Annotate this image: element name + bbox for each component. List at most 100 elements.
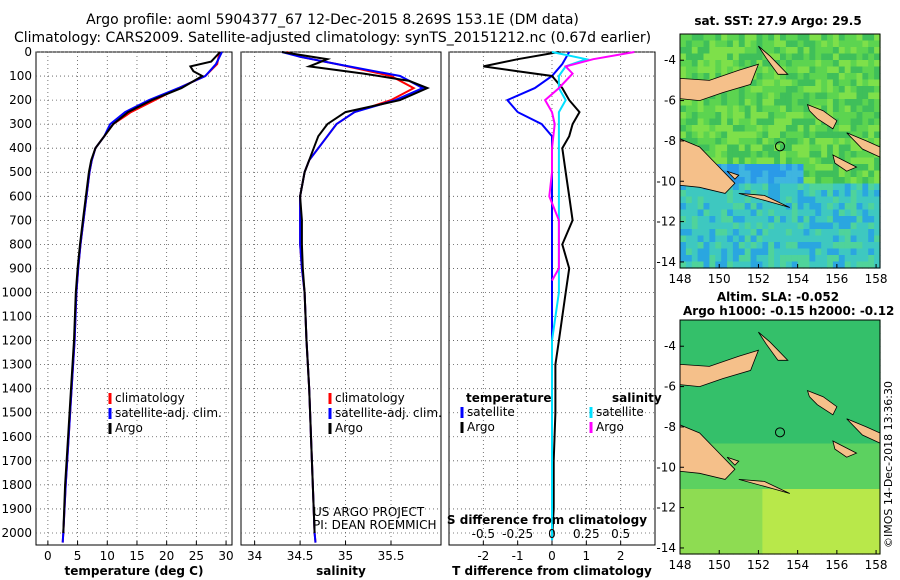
sla-map-cell xyxy=(862,417,869,425)
sst-map-ytick-label: -14 xyxy=(656,255,676,269)
sla-map-cell xyxy=(703,417,710,425)
sst-map-cell xyxy=(774,92,781,100)
sst-map-xtick-label: 150 xyxy=(708,272,731,286)
sla-map-cell xyxy=(850,424,858,432)
sst-map-cell xyxy=(862,157,869,165)
sla-map-cell xyxy=(744,521,752,529)
sla-map-cell xyxy=(785,443,793,451)
sst-map-cell xyxy=(721,92,728,100)
sst-map-cell xyxy=(797,66,805,74)
sst-map-cell xyxy=(850,235,858,243)
sla-map-cell xyxy=(780,443,787,451)
sst-map-cell xyxy=(697,229,705,237)
sst-map-cell xyxy=(874,242,881,250)
sla-map-cell xyxy=(715,378,722,386)
sst-map-cell xyxy=(774,164,781,172)
sst-map-cell xyxy=(791,157,799,165)
sla-map-cell xyxy=(862,502,869,510)
sst-map-cell xyxy=(832,222,840,230)
sst-map-cell xyxy=(768,170,775,178)
sla-map-cell xyxy=(803,463,810,471)
sla-map-cell xyxy=(780,515,787,523)
sla-map-cell xyxy=(727,508,734,516)
sla-map-cell xyxy=(744,417,752,425)
sst-map-cell xyxy=(721,248,728,256)
sla-map-cell xyxy=(827,541,834,549)
sst-map-cell xyxy=(732,203,740,211)
sla-map-cell xyxy=(680,346,687,354)
sla-map-cell xyxy=(680,515,687,523)
sla-map-cell xyxy=(768,456,775,464)
sst-map-cell xyxy=(785,60,793,68)
sst-map-cell xyxy=(803,177,810,185)
sla-map-cell xyxy=(715,398,722,406)
sla-map-cell xyxy=(868,359,875,367)
sla-map-cell xyxy=(697,411,705,419)
sst-map-cell xyxy=(809,255,816,263)
sla-map-cell xyxy=(862,359,869,367)
sst-map-cell xyxy=(685,73,693,81)
sla-map-cell xyxy=(809,417,816,425)
sst-map-cell xyxy=(874,53,881,61)
sst-map-cell xyxy=(862,196,869,204)
sst-map-cell xyxy=(703,196,710,204)
sst-map-cell xyxy=(785,255,793,263)
sla-map-cell xyxy=(715,495,722,503)
sla-map-cell xyxy=(791,502,799,510)
sla-map-cell xyxy=(856,450,863,458)
sst-map-cell xyxy=(832,138,840,146)
sst-map-cell xyxy=(697,105,705,113)
sla-map-cell xyxy=(721,424,728,432)
sla-map-cell xyxy=(691,482,699,490)
sst-map-cell xyxy=(797,222,805,230)
sst-map-cell xyxy=(821,190,828,198)
sla-map-cell xyxy=(791,437,799,445)
sla-map-cell xyxy=(832,365,840,373)
sst-map-cell xyxy=(721,112,728,120)
sla-map-cell xyxy=(815,359,822,367)
sst-map-cell xyxy=(844,34,852,42)
sst-map-cell xyxy=(791,151,799,159)
sla-map-cell xyxy=(727,534,734,542)
sst-map-cell xyxy=(780,229,787,237)
sla-map-cell xyxy=(797,339,805,347)
sla-map-cell xyxy=(715,515,722,523)
sst-map-cell xyxy=(862,66,869,74)
sst-map-cell xyxy=(744,203,752,211)
sst-map-ytick-label: -4 xyxy=(664,53,676,67)
sla-map-cell xyxy=(750,320,758,328)
sst-map-cell xyxy=(732,183,740,191)
sla-map-cell xyxy=(762,391,769,399)
sst-map-cell xyxy=(809,248,816,256)
sla-map-cell xyxy=(827,411,834,419)
sla-map-cell xyxy=(874,495,881,503)
sst-map-cell xyxy=(715,222,722,230)
sla-map-cell xyxy=(709,320,716,328)
sla-map-cell xyxy=(727,547,734,555)
sla-map-cell xyxy=(721,495,728,503)
sst-map-cell xyxy=(874,229,881,237)
sst-map-cell xyxy=(827,229,834,237)
sst-map-cell xyxy=(797,40,805,48)
sst-map-cell xyxy=(856,261,863,269)
sst-map-cell xyxy=(780,60,787,68)
sla-map-cell xyxy=(803,450,810,458)
sla-map-cell xyxy=(732,411,740,419)
sla-map-cell xyxy=(815,528,822,536)
sla-map-cell xyxy=(738,378,746,386)
sst-map-cell xyxy=(821,248,828,256)
sla-map-cell xyxy=(756,430,763,438)
sst-map-cell xyxy=(750,53,758,61)
sst-map-cell xyxy=(785,144,793,152)
sla-map-cell xyxy=(868,385,875,393)
sla-map-cell xyxy=(780,346,787,354)
difference-series-s-argo xyxy=(543,51,635,281)
sst-map-cell xyxy=(803,164,810,172)
sla-map-cell xyxy=(803,508,810,516)
sst-map-cell xyxy=(768,248,775,256)
sst-map-cell xyxy=(780,40,787,48)
sst-map-cell xyxy=(750,151,758,159)
sla-map-cell xyxy=(844,541,852,549)
sst-map-cell xyxy=(744,229,752,237)
sst-map-cell xyxy=(803,183,810,191)
